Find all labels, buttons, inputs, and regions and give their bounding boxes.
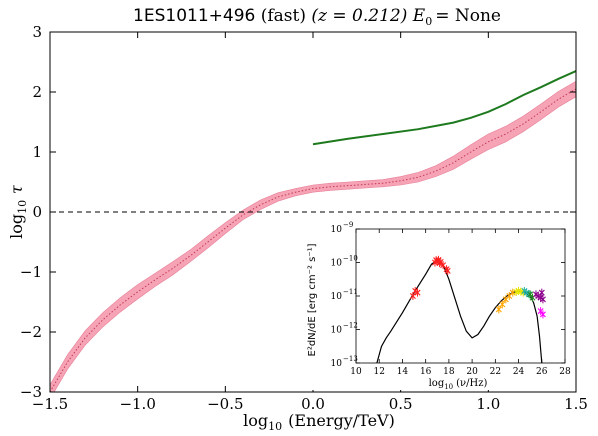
x-tick-label: −1.0: [119, 395, 155, 413]
chart-title: 1ES1011+496 (fast) (z = 0.212) E0 = None: [133, 6, 501, 28]
y-tick-label: −3: [20, 383, 42, 401]
inset-y-tick-label: 10: [331, 292, 343, 302]
inset-x-tick-label: 16: [420, 367, 432, 377]
x-tick-label: 0.5: [389, 395, 413, 413]
inset-series-group: [376, 255, 546, 363]
inset-x-tick-label: 10: [350, 367, 362, 377]
tau-central-dotted-line: [50, 88, 576, 392]
x-tick-label: −0.5: [207, 395, 243, 413]
sed-data-point: [539, 310, 546, 319]
x-axis-label-sub: 10: [268, 420, 282, 433]
sed-data-point: [414, 288, 421, 297]
y-tick-label: 3: [32, 23, 42, 41]
tau-uncertainty-band: [50, 80, 576, 392]
sed-data-point: [444, 266, 451, 275]
y-tick-label: −2: [20, 323, 42, 341]
sed-data-point: [537, 307, 544, 316]
x-axis-label-rest: (Energy/TeV): [288, 411, 395, 430]
inset-x-axis-label-rest: (ν/Hz): [456, 378, 487, 389]
y-axis-label-log: log: [7, 214, 26, 239]
inset-x-axis-label-sub: 10: [444, 383, 453, 391]
y-tick-label: 0: [32, 203, 42, 221]
x-axis-label: log10 (Energy/TeV): [243, 411, 395, 433]
y-tick-label: 1: [32, 143, 42, 161]
sed-data-point: [527, 290, 534, 299]
inset-background: [293, 218, 573, 390]
x-tick-label: 1.0: [476, 395, 500, 413]
title-source: 1ES1011+496: [133, 6, 255, 26]
sed-data-point: [499, 300, 506, 309]
x-axis-label-log: log: [243, 411, 268, 430]
sed-data-point: [538, 288, 545, 297]
title-cutoff-value: = None: [435, 6, 501, 26]
sed-inset-plot: 10 12 14 16 18 20 22 24 26 2810−1310−1210−1110−10…: [331, 221, 571, 377]
title-redshift: (z = 0.212): [311, 6, 407, 26]
title-cutoff: E: [412, 6, 426, 26]
sed-data-point: [437, 257, 444, 266]
y-tick-label: 2: [32, 83, 42, 101]
y-axis-label-rest: τ: [7, 184, 26, 194]
inset-y-tick-exponent: −10: [343, 255, 358, 263]
inset-y-tick-label: 10: [331, 359, 343, 369]
inset-y-tick-label: 10: [331, 259, 343, 269]
sed-data-point: [495, 305, 502, 314]
title-model: (fast): [261, 6, 306, 26]
x-tick-label: 1.5: [564, 395, 588, 413]
inset-x-tick-label: 14: [397, 367, 409, 377]
x-tick-label: −1.5: [32, 395, 68, 413]
inset-y-axis-label: E²dN/dE [erg cm⁻² s⁻¹]: [307, 243, 318, 356]
inset-x-tick-label: 18: [443, 367, 455, 377]
tau-green-line: [312, 70, 576, 146]
inset-y-tick-label: 10: [331, 326, 343, 336]
inset-x-axis-label: log10 (ν/Hz): [429, 378, 488, 391]
inset-y-tick-exponent: −12: [343, 322, 358, 330]
inset-y-tick-label: 10: [331, 225, 343, 235]
y-axis-label-sub: 10: [16, 200, 29, 214]
inset-y-tick-exponent: −9: [343, 221, 353, 229]
inset-x-tick-label: 26: [536, 367, 548, 377]
inset-x-tick-label: 28: [559, 367, 571, 377]
inset-y-tick-exponent: −11: [343, 288, 358, 296]
title-cutoff-sub: 0: [425, 15, 432, 28]
main-series-group: [50, 70, 576, 392]
x-tick-label: 0.0: [301, 395, 325, 413]
inset-x-tick-label: 22: [490, 367, 501, 377]
inset-x-tick-label: 12: [373, 367, 384, 377]
inset-y-tick-exponent: −13: [343, 355, 358, 363]
inset-x-tick-label: 20: [466, 367, 478, 377]
sed-data-point: [539, 295, 546, 304]
y-tick-label: −1: [20, 263, 42, 281]
y-axis-label: log10 τ: [7, 184, 29, 239]
inset-x-axis-label-log: log: [429, 378, 445, 389]
inset-x-tick-label: 24: [513, 367, 525, 377]
